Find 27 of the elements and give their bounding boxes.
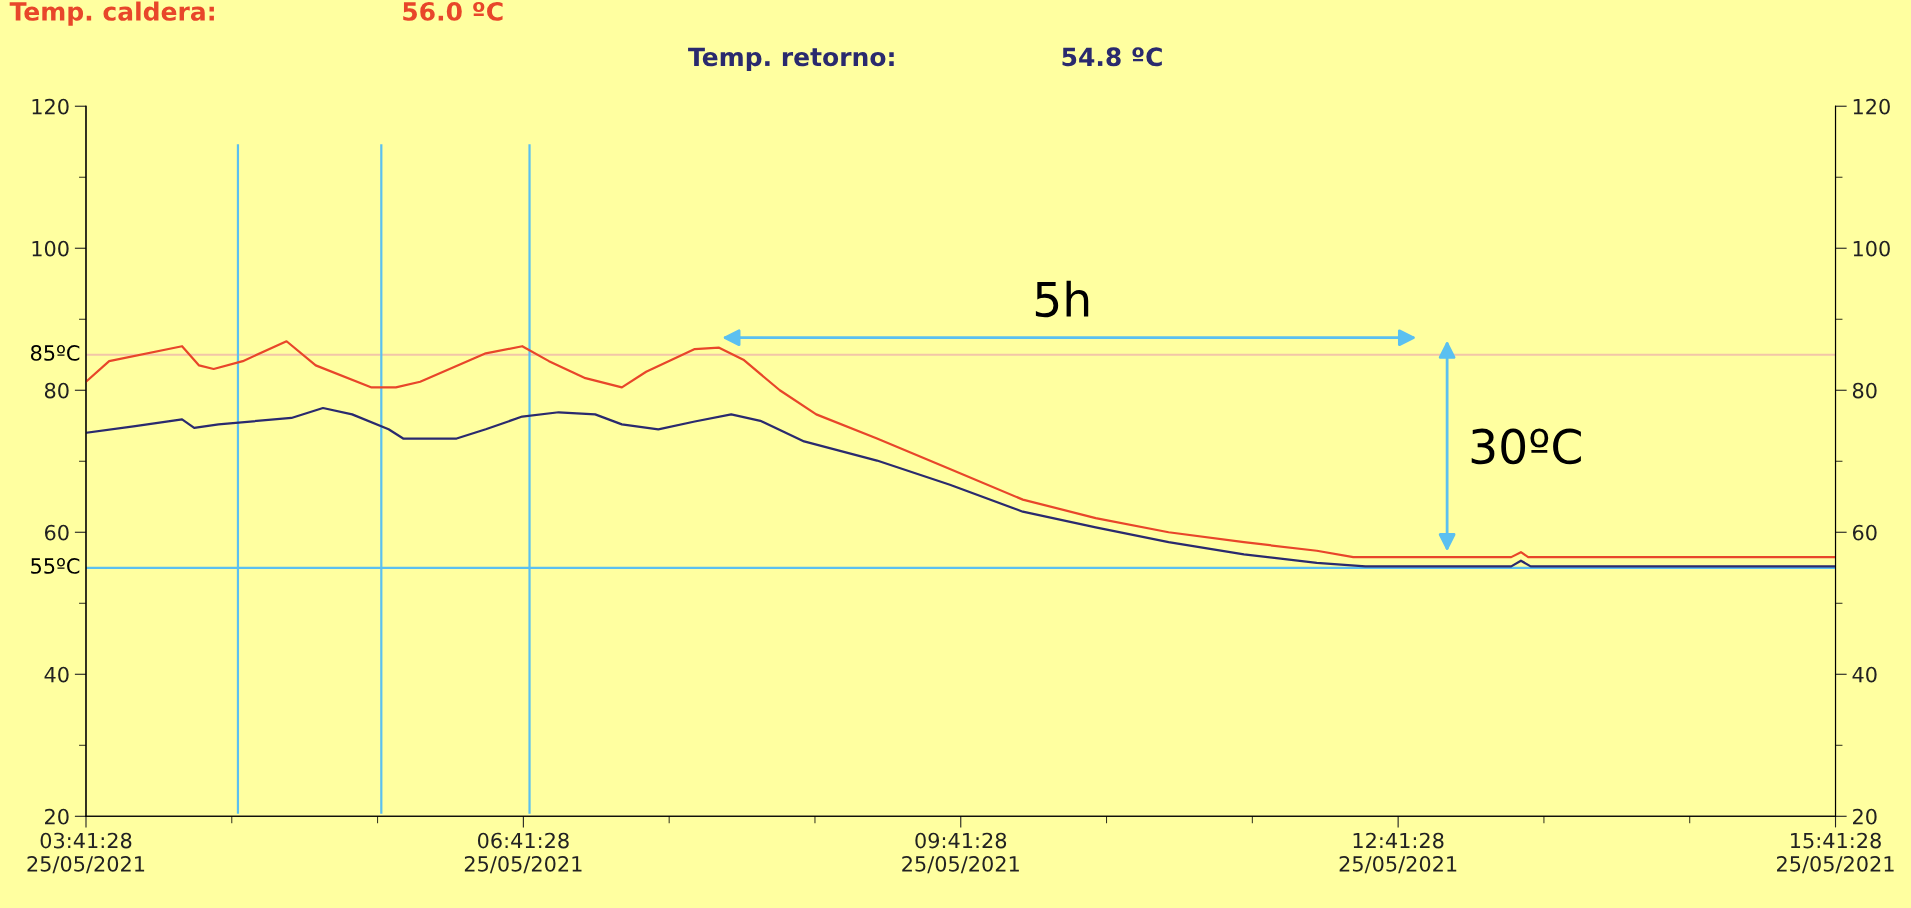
x-tick-label: 12:41:28 25/05/2021 — [1339, 832, 1457, 874]
y2-tick-label: 100 — [1853, 240, 1890, 257]
ref-line-label: 55ºC — [31, 558, 80, 574]
x-tick-label: 09:41:28 25/05/2021 — [902, 832, 1019, 874]
y-tick-label: 40 — [44, 666, 69, 683]
line-series — [85, 406, 1836, 568]
ref-line-label: 85ºC — [30, 345, 80, 361]
y-tick-label: 80 — [44, 382, 69, 399]
text: 56.0 ºC — [403, 1, 503, 21]
text: 54.8 ºC — [1062, 47, 1162, 67]
x-tick-label: 06:41:28 25/05/2021 — [464, 832, 582, 874]
y2-tick-label: 80 — [1852, 382, 1877, 399]
x-tick-label: 03:41:28 25/05/2021 — [27, 832, 145, 874]
line-series — [85, 340, 1836, 559]
y2-tick-label: 120 — [1853, 98, 1890, 115]
y-tick-label: 20 — [45, 808, 69, 825]
y-tick-label: 120 — [32, 98, 69, 115]
annotation: 5h — [1035, 280, 1089, 318]
text: Temp. retorno: — [688, 47, 894, 72]
annotation: 30ºC — [1471, 428, 1581, 465]
y2-tick-label: 60 — [1852, 524, 1877, 541]
text: Temp. caldera: — [9, 1, 214, 26]
y-tick-label: 60 — [44, 524, 69, 541]
y-tick-label: 100 — [32, 240, 69, 257]
y2-tick-label: 20 — [1853, 808, 1877, 825]
x-tick-label: 15:41:28 25/05/2021 — [1777, 832, 1894, 874]
y2-tick-label: 40 — [1852, 666, 1877, 683]
